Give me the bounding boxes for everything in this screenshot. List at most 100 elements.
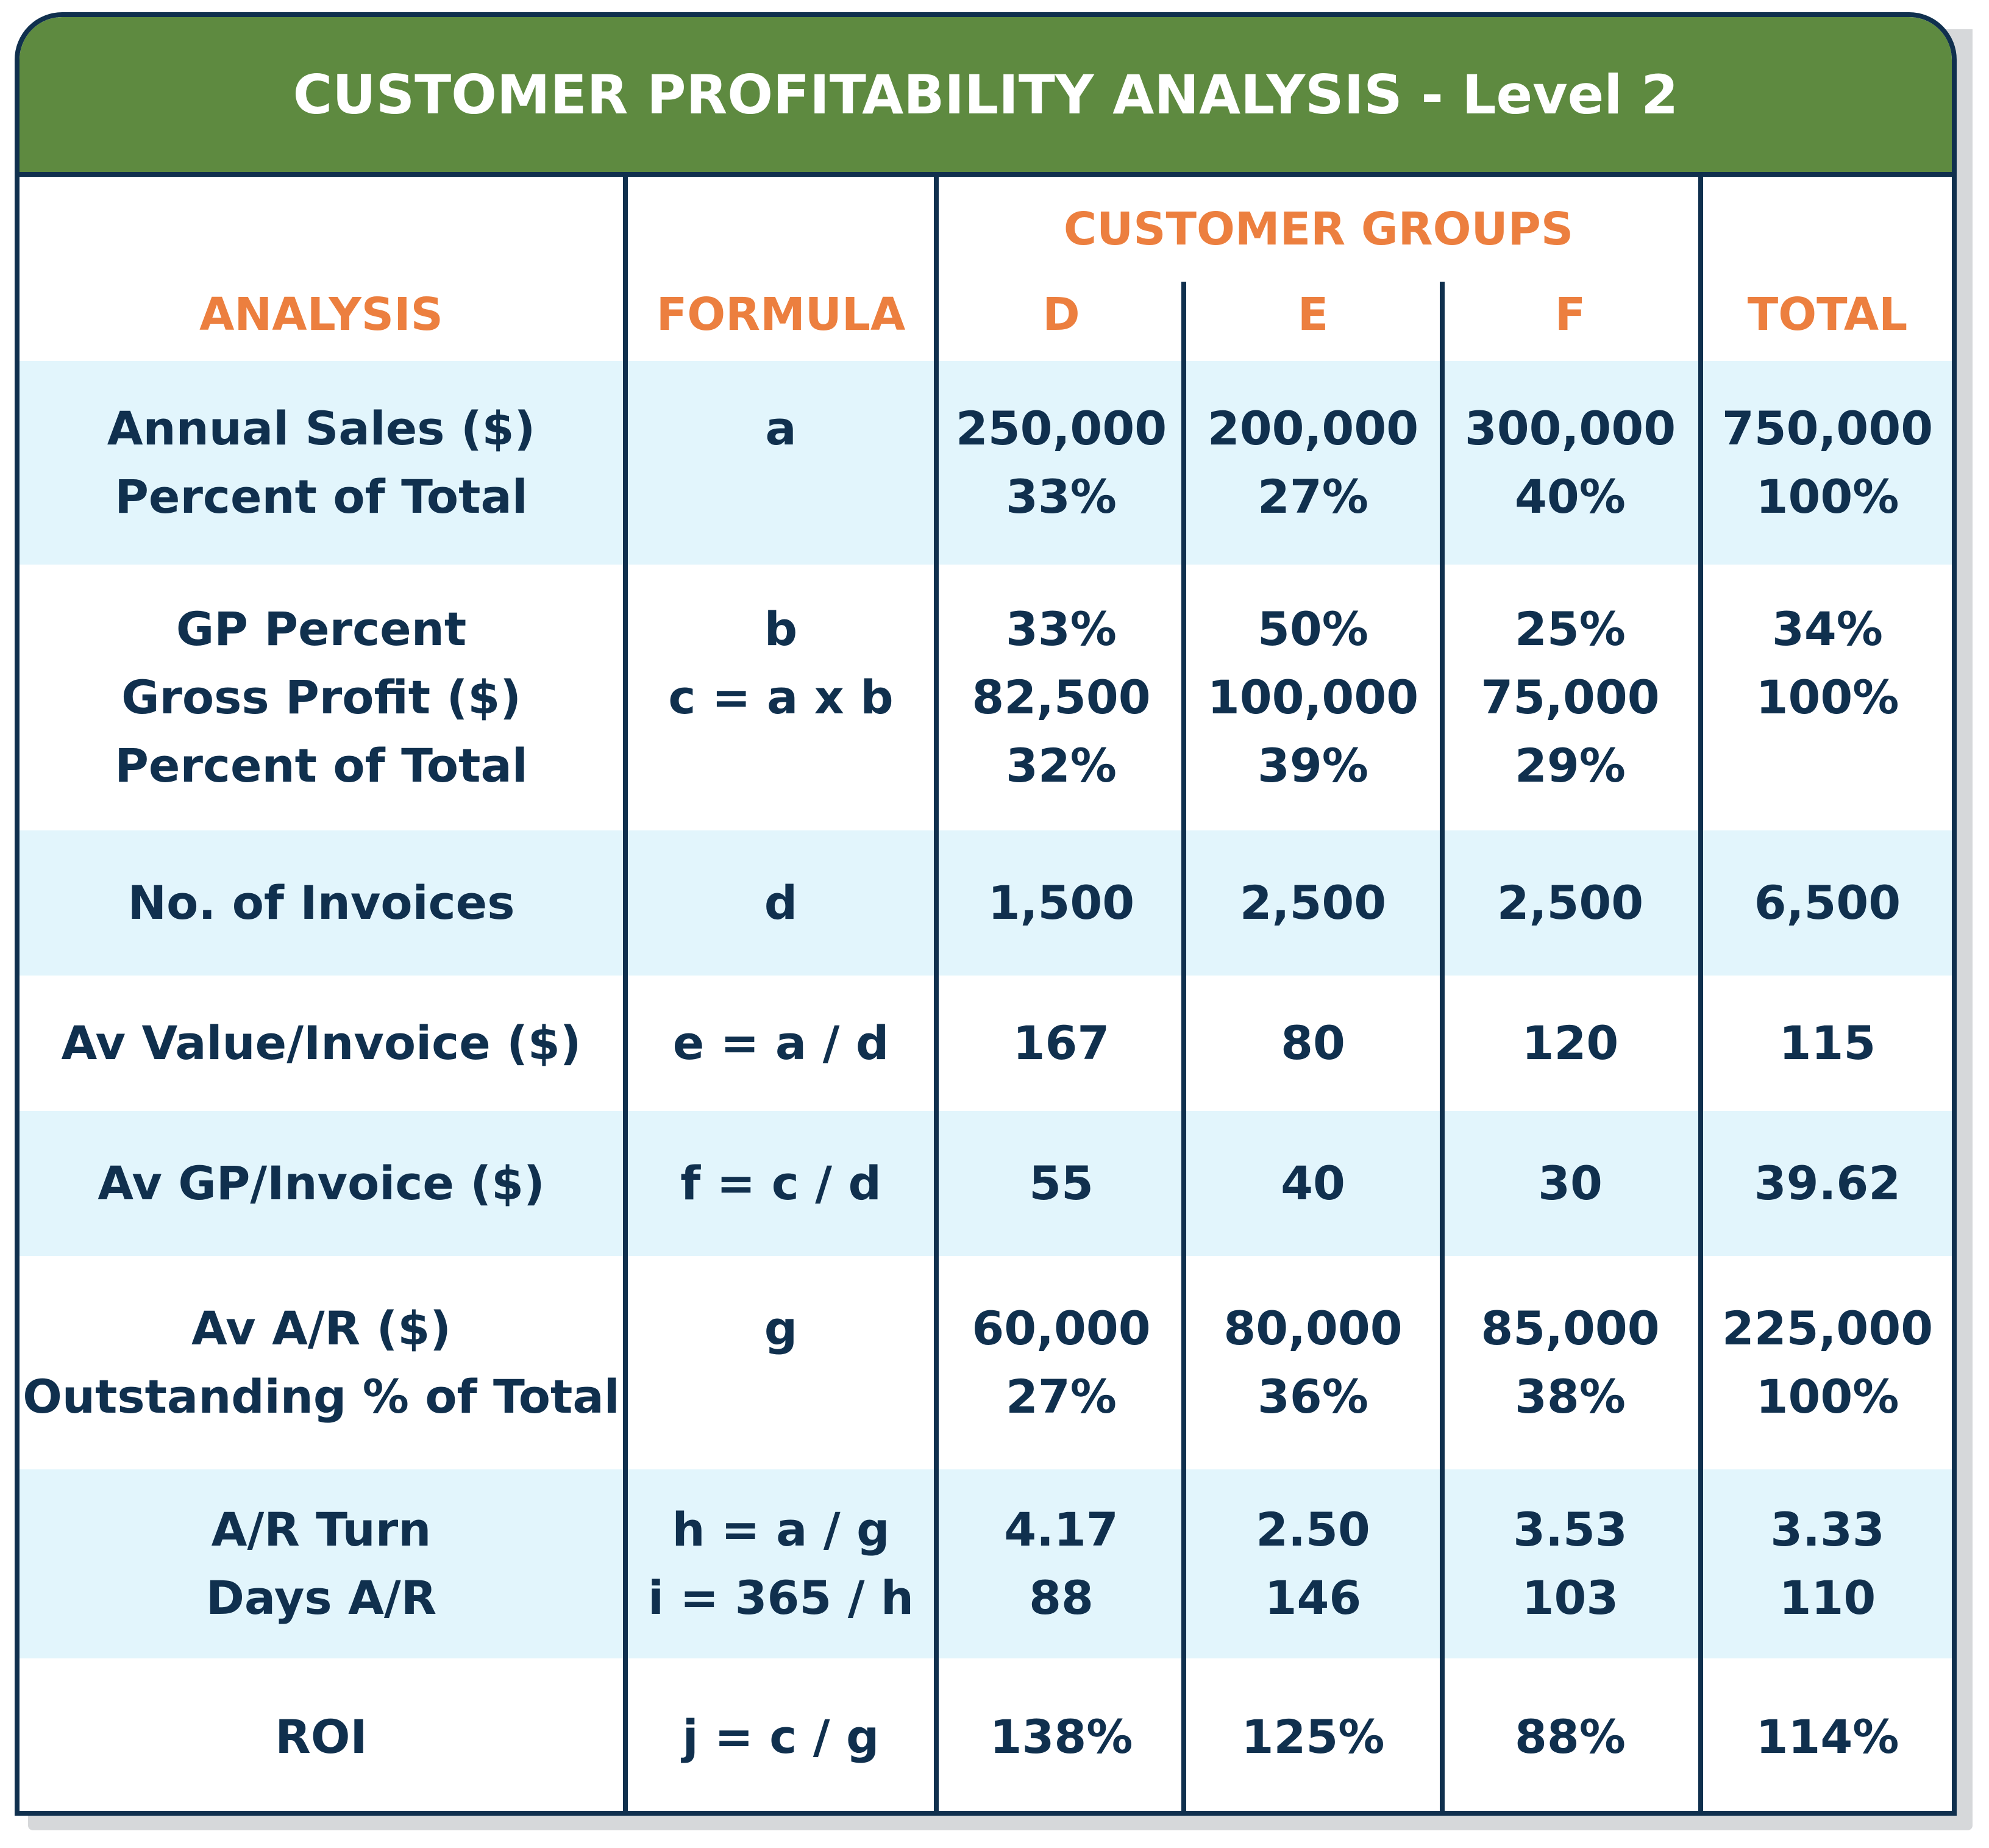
- analysis-cell: No. of Invoices: [20, 830, 625, 976]
- header-row-groups: CUSTOMER GROUPS: [20, 177, 1952, 268]
- table-row: Av Value/Invoice ($) e = a / d 167 80 12…: [20, 976, 1952, 1111]
- value: 103: [1521, 1571, 1619, 1625]
- customer-groups-header: CUSTOMER GROUPS: [934, 177, 1701, 268]
- total-cell: 750,000 100%: [1698, 361, 1952, 565]
- value: 36%: [1258, 1369, 1368, 1424]
- analysis-cell: GP Percent Gross Profit ($) Percent of T…: [20, 565, 625, 830]
- column-header-d: D: [934, 268, 1184, 361]
- divider-e-f: [1440, 282, 1445, 1811]
- value: 40%: [1515, 469, 1626, 524]
- table-row: Annual Sales ($) Percent of Total a 250,…: [20, 361, 1952, 565]
- formula-text: b: [764, 602, 798, 656]
- formula-cell: h = a / g i = 365 / h: [623, 1469, 936, 1658]
- group-e-cell: 2.50 146: [1184, 1469, 1442, 1658]
- group-f-cell: 25% 75,000 29%: [1442, 565, 1701, 830]
- formula-cell: b c = a x b: [623, 565, 936, 830]
- analysis-label: No. of Invoices: [127, 876, 515, 930]
- value: 110: [1779, 1571, 1876, 1625]
- group-e-cell: 2,500: [1184, 830, 1442, 976]
- value: 6,500: [1754, 876, 1901, 930]
- value: 27%: [1258, 469, 1368, 524]
- formula-cell: e = a / d: [623, 976, 936, 1111]
- group-f-cell: 85,000 38%: [1442, 1256, 1701, 1469]
- formula-text: h = a / g: [672, 1502, 890, 1557]
- value: 25%: [1515, 602, 1626, 656]
- value: 750,000: [1721, 401, 1934, 455]
- value: 114%: [1756, 1710, 1899, 1764]
- formula-cell: g: [623, 1256, 936, 1469]
- total-cell: 6,500: [1698, 830, 1952, 976]
- formula-text: d: [764, 876, 798, 930]
- table-row: ROI j = c / g 138% 125% 88% 114%: [20, 1658, 1952, 1811]
- total-cell: 34% 100%: [1698, 565, 1952, 830]
- column-header-total: TOTAL: [1698, 268, 1952, 361]
- analysis-cell: Av GP/Invoice ($): [20, 1111, 625, 1256]
- group-f-cell: 30: [1442, 1111, 1701, 1256]
- value: 115: [1779, 1016, 1876, 1070]
- total-cell: 115: [1698, 976, 1952, 1111]
- value: 75,000: [1481, 670, 1660, 724]
- value: 60,000: [972, 1301, 1151, 1355]
- table-row: A/R Turn Days A/R h = a / g i = 365 / h …: [20, 1469, 1952, 1658]
- group-d-cell: 167: [934, 976, 1184, 1111]
- formula-cell: j = c / g: [623, 1658, 936, 1811]
- analysis-label: A/R Turn: [211, 1502, 432, 1557]
- group-f-cell: 3.53 103: [1442, 1469, 1701, 1658]
- value: 85,000: [1481, 1301, 1660, 1355]
- group-d-cell: 138%: [934, 1658, 1184, 1811]
- formula-text: i = 365 / h: [647, 1571, 914, 1625]
- value: 50%: [1258, 602, 1368, 656]
- value: 39%: [1258, 738, 1368, 793]
- formula-cell: d: [623, 830, 936, 976]
- value: 40: [1281, 1156, 1345, 1210]
- header-spacer-total: [1698, 177, 1952, 268]
- value: 120: [1521, 1016, 1619, 1070]
- formula-text: g: [764, 1301, 798, 1355]
- group-e-cell: 40: [1184, 1111, 1442, 1256]
- analysis-cell: A/R Turn Days A/R: [20, 1469, 625, 1658]
- group-f-cell: 2,500: [1442, 830, 1701, 976]
- value: 250,000: [955, 401, 1167, 455]
- value: 100,000: [1207, 670, 1419, 724]
- formula-text: j = c / g: [682, 1710, 880, 1764]
- group-d-cell: 250,000 33%: [934, 361, 1184, 565]
- group-e-cell: 125%: [1184, 1658, 1442, 1811]
- column-header-formula: FORMULA: [623, 268, 936, 361]
- value: 32%: [1006, 738, 1117, 793]
- page-title: CUSTOMER PROFITABILITY ANALYSIS - Level …: [293, 63, 1679, 126]
- analysis-label: Percent of Total: [115, 738, 528, 793]
- formula-text: c = a x b: [668, 670, 894, 724]
- total-cell: 3.33 110: [1698, 1469, 1952, 1658]
- value: 4.17: [1004, 1502, 1119, 1557]
- profitability-table-card: CUSTOMER PROFITABILITY ANALYSIS - Level …: [15, 12, 1957, 1816]
- formula-cell: f = c / d: [623, 1111, 936, 1256]
- header-row-columns: ANALYSIS FORMULA D E F TOTAL: [20, 268, 1952, 361]
- title-bar: CUSTOMER PROFITABILITY ANALYSIS - Level …: [20, 17, 1952, 177]
- group-e-cell: 50% 100,000 39%: [1184, 565, 1442, 830]
- analysis-label: Av Value/Invoice ($): [61, 1016, 582, 1070]
- formula-text: f = c / d: [680, 1156, 881, 1210]
- column-header-analysis: ANALYSIS: [199, 288, 443, 341]
- divider-d-e: [1181, 282, 1186, 1811]
- analysis-label: Percent of Total: [115, 469, 528, 524]
- value: 80: [1281, 1016, 1345, 1070]
- total-cell: 114%: [1698, 1658, 1952, 1811]
- formula-text: e = a / d: [672, 1016, 889, 1070]
- value: 3.33: [1770, 1502, 1885, 1557]
- value: 2,500: [1239, 876, 1387, 930]
- value: 38%: [1515, 1369, 1626, 1424]
- value: 2.50: [1256, 1502, 1370, 1557]
- analysis-label: Gross Profit ($): [121, 670, 521, 724]
- analysis-label: Av GP/Invoice ($): [98, 1156, 545, 1210]
- analysis-label: Outstanding % of Total: [23, 1369, 620, 1424]
- analysis-label: Annual Sales ($): [107, 401, 536, 455]
- column-header-f: F: [1554, 288, 1586, 341]
- value: 55: [1029, 1156, 1094, 1210]
- value: 146: [1264, 1571, 1362, 1625]
- value: 27%: [1006, 1369, 1117, 1424]
- value: 225,000: [1721, 1301, 1934, 1355]
- value: 88%: [1515, 1710, 1626, 1764]
- value: 167: [1012, 1016, 1110, 1070]
- analysis-label: GP Percent: [176, 602, 467, 656]
- group-d-cell: 55: [934, 1111, 1184, 1256]
